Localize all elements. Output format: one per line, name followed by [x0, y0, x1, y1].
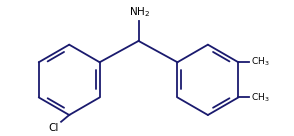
- Text: NH$_2$: NH$_2$: [129, 5, 151, 19]
- Text: Cl: Cl: [49, 123, 59, 133]
- Text: CH$_3$: CH$_3$: [250, 91, 269, 104]
- Text: CH$_3$: CH$_3$: [250, 56, 269, 69]
